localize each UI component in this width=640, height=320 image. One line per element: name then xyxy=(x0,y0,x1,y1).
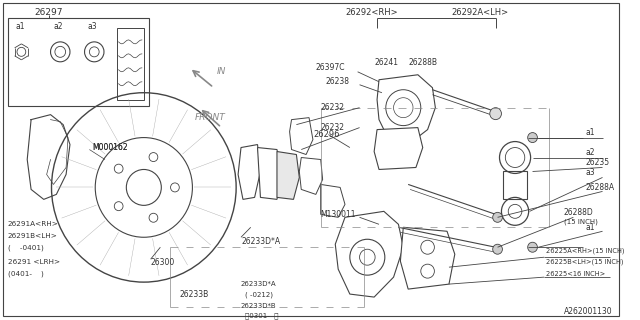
Circle shape xyxy=(528,132,538,142)
Text: IN: IN xyxy=(217,67,226,76)
Text: 26292<RH>: 26292<RH> xyxy=(345,8,397,18)
Text: 26225B<LH>(15 INCH): 26225B<LH>(15 INCH) xyxy=(546,259,623,265)
Polygon shape xyxy=(289,118,313,155)
Text: 26288D: 26288D xyxy=(564,208,593,217)
Text: 26288A: 26288A xyxy=(586,183,615,192)
Text: 26233D*A: 26233D*A xyxy=(241,281,276,287)
Circle shape xyxy=(493,212,502,222)
Polygon shape xyxy=(300,157,323,194)
Text: (    -0401): ( -0401) xyxy=(8,245,44,252)
Bar xyxy=(8,18,148,106)
Text: ( -0212): ( -0212) xyxy=(245,292,273,298)
Text: 26225<16 INCH>: 26225<16 INCH> xyxy=(546,271,605,277)
Polygon shape xyxy=(374,128,423,170)
Polygon shape xyxy=(401,227,455,289)
Text: M130011: M130011 xyxy=(321,210,356,219)
Polygon shape xyxy=(257,148,282,199)
Text: A262001130: A262001130 xyxy=(564,307,612,316)
Text: 26397C: 26397C xyxy=(316,63,346,72)
Text: 26291A<RH>: 26291A<RH> xyxy=(8,221,59,227)
Text: 26233D*B: 26233D*B xyxy=(241,303,276,309)
Text: 26297: 26297 xyxy=(35,8,63,18)
Text: 26238: 26238 xyxy=(326,77,349,86)
Text: 26233D*A: 26233D*A xyxy=(241,237,280,246)
Text: (15 INCH): (15 INCH) xyxy=(564,218,598,225)
Text: 26291B<LH>: 26291B<LH> xyxy=(8,233,58,239)
Text: 26232: 26232 xyxy=(321,103,345,112)
Text: (0401-    ): (0401- ) xyxy=(8,271,44,277)
Text: 26288B: 26288B xyxy=(408,58,437,67)
Text: 26292A<LH>: 26292A<LH> xyxy=(452,8,509,18)
Text: M000162: M000162 xyxy=(92,143,128,152)
Text: a3: a3 xyxy=(586,168,596,177)
Text: 26296: 26296 xyxy=(314,130,340,139)
Text: 〰0301-  〱: 〰0301- 〱 xyxy=(245,313,278,319)
Text: 26225A<RH>(15 INCH): 26225A<RH>(15 INCH) xyxy=(546,248,625,254)
Text: 26241: 26241 xyxy=(374,58,398,67)
Polygon shape xyxy=(277,152,300,199)
Circle shape xyxy=(528,242,538,252)
Text: a1: a1 xyxy=(586,223,595,232)
Text: FRONT: FRONT xyxy=(195,113,225,122)
Polygon shape xyxy=(238,145,260,199)
Text: 26300: 26300 xyxy=(150,258,175,267)
Circle shape xyxy=(490,108,502,120)
Text: 26232: 26232 xyxy=(321,123,345,132)
Polygon shape xyxy=(335,211,403,297)
Text: a2: a2 xyxy=(586,148,595,157)
Text: a1: a1 xyxy=(15,22,25,31)
Bar xyxy=(504,172,527,199)
Text: a1: a1 xyxy=(586,128,595,137)
Text: M000162: M000162 xyxy=(92,143,128,152)
Text: a3: a3 xyxy=(88,22,97,31)
Text: a2: a2 xyxy=(54,22,63,31)
Bar xyxy=(116,28,144,100)
Text: 26235: 26235 xyxy=(586,158,610,167)
Polygon shape xyxy=(377,75,435,145)
Circle shape xyxy=(493,244,502,254)
Text: 26291 <LRH>: 26291 <LRH> xyxy=(8,259,60,265)
Text: 26233B: 26233B xyxy=(180,290,209,299)
Polygon shape xyxy=(321,184,345,217)
